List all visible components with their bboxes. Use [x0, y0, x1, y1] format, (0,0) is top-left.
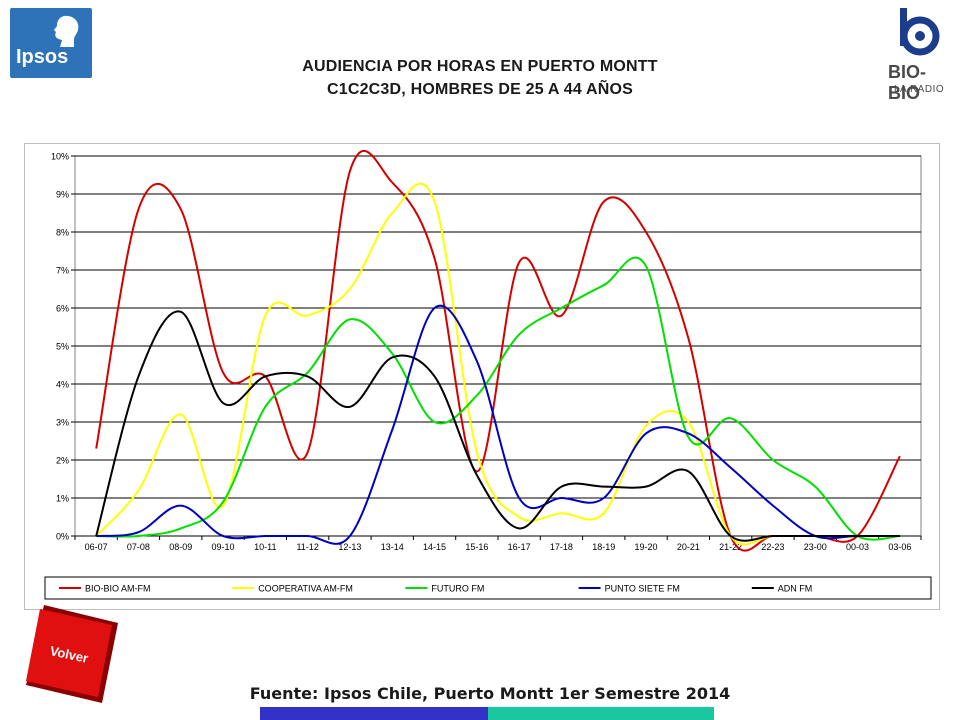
- x-tick-label: 13-14: [381, 542, 404, 552]
- series-line-4: [95, 310, 900, 542]
- x-tick-label: 08-09: [169, 542, 192, 552]
- ipsos-face-icon: [54, 15, 79, 47]
- y-tick-label: 7%: [56, 266, 69, 276]
- legend-label: PUNTO SIETE FM: [605, 584, 680, 594]
- x-tick-label: 06-07: [85, 542, 108, 552]
- chart-title-line1: AUDIENCIA POR HORAS EN PUERTO MONTT: [302, 58, 658, 75]
- y-tick-label: 4%: [56, 380, 69, 390]
- footer-bar-right: [488, 707, 714, 720]
- biobio-logo-subtext: LA RADIO: [894, 84, 945, 95]
- x-tick-label: 21-22: [719, 542, 742, 552]
- y-tick-label: 0%: [56, 532, 69, 542]
- legend-label: BIO-BIO AM-FM: [85, 584, 151, 594]
- ipsos-logo: Ipsos: [10, 8, 92, 78]
- y-tick-label: 3%: [56, 418, 69, 428]
- chart-area: 0% 1% 2% 3% 4% 5% 6% 7% 8% 9% 10% 06-07 07-08 08-09 09…: [24, 143, 940, 610]
- footer-bar-left: [260, 707, 488, 720]
- volver-button[interactable]: Volver: [26, 605, 118, 703]
- x-tick-label: 19-20: [635, 542, 658, 552]
- series-line-2: [96, 256, 900, 541]
- biobio-logo: BIO-BIO LA RADIO: [884, 6, 954, 103]
- x-tick-label: 11-12: [296, 542, 318, 552]
- x-tick-label: 23-00: [804, 542, 827, 552]
- x-tick-label: 14-15: [423, 542, 446, 552]
- legend-label: ADN FM: [778, 584, 813, 594]
- x-tick-label: 09-10: [212, 542, 235, 552]
- x-tick-label: 00-03: [846, 542, 869, 552]
- y-tick-label: 8%: [56, 228, 69, 238]
- chart-title-line2: C1C2C3D, HOMBRES DE 25 A 44 AÑOS: [326, 81, 634, 98]
- x-tick-label: 12-13: [338, 542, 361, 552]
- biobio-logo-text: BIO-BIO: [888, 62, 926, 103]
- y-tick-label: 9%: [56, 190, 69, 200]
- y-tick-label: 6%: [56, 304, 69, 314]
- y-tick-label: 5%: [56, 342, 69, 352]
- x-tick-label: 16-17: [508, 542, 531, 552]
- x-tick-label: 18-19: [592, 542, 615, 552]
- ipsos-logo-text: Ipsos: [16, 46, 69, 68]
- line-chart: 0% 1% 2% 3% 4% 5% 6% 7% 8% 9% 10% 06-07 07-08 08-09 09…: [44, 150, 932, 600]
- biobio-b-icon: [900, 8, 940, 56]
- x-tick-label: 15-16: [465, 542, 488, 552]
- series-line-3: [96, 304, 900, 545]
- legend-label: COOPERATIVA AM-FM: [258, 584, 353, 594]
- x-tick-label: 07-08: [127, 542, 150, 552]
- legend: [44, 576, 932, 600]
- y-tick-label: 1%: [56, 494, 69, 504]
- x-tick-label: 20-21: [677, 542, 700, 552]
- legend-label: FUTURO FM: [431, 584, 484, 594]
- x-tick-label: 22-23: [761, 542, 784, 552]
- source-footer: Fuente: Ipsos Chile, Puerto Montt 1er Se…: [249, 684, 731, 703]
- x-tick-label: 03-06: [888, 542, 911, 552]
- x-tick-label: 10-11: [254, 542, 276, 552]
- y-tick-label: 10%: [51, 152, 69, 162]
- x-tick-label: 17-18: [550, 542, 573, 552]
- y-tick-label: 2%: [56, 456, 69, 466]
